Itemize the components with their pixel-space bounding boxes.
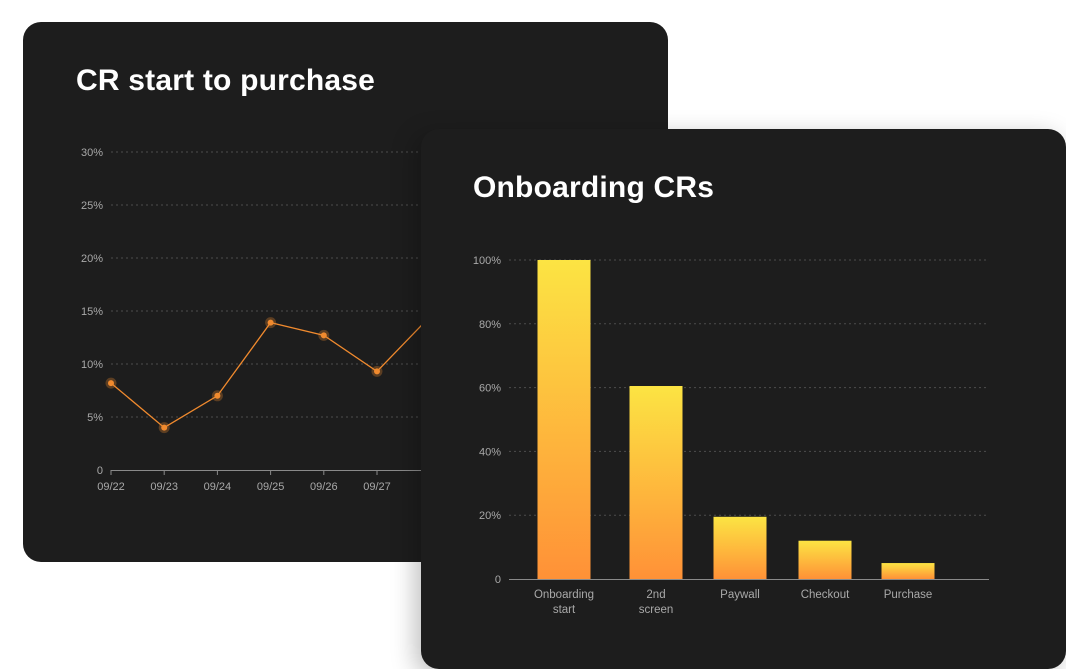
x-category-label-line: Onboarding (534, 589, 594, 601)
x-tick-label: 09/26 (310, 481, 338, 493)
line-chart-title: CR start to purchase (76, 64, 376, 97)
x-tick-label: 09/23 (150, 481, 178, 493)
x-category-label: Paywall (720, 589, 760, 601)
bar (798, 540, 852, 579)
y-tick-label: 20% (81, 253, 103, 265)
x-tick-label: 09/25 (257, 481, 285, 493)
bar (537, 260, 591, 579)
x-category-label: Onboarding start (534, 589, 594, 616)
x-category-label: Checkout (801, 589, 850, 601)
bar (629, 386, 683, 579)
bar (713, 516, 767, 579)
x-category-label: Purchase (884, 589, 933, 601)
y-tick-label: 10% (81, 359, 103, 371)
y-tick-label: 5% (87, 412, 103, 424)
y-tick-label: 80% (479, 319, 501, 331)
data-point (214, 392, 221, 399)
onboarding-crs-card: Onboarding CRs 0 20% 40% 60% 80% 100% Onboardi… (421, 129, 1066, 669)
y-tick-label: 15% (81, 306, 103, 318)
data-point (374, 368, 380, 375)
x-category-label-line: screen (639, 604, 674, 616)
y-tick-label: 0 (495, 574, 501, 586)
data-point (161, 424, 168, 431)
y-tick-label: 20% (479, 510, 501, 522)
y-tick-label: 40% (479, 446, 501, 458)
line-chart: 0 5% 10% 15% 20% 25% 30% 09/22 09/23 09/24 09/25 09… (81, 147, 668, 493)
x-tick-label: 09/24 (204, 481, 232, 493)
x-category-label-line: 2nd (646, 589, 665, 601)
y-tick-label: 30% (81, 147, 103, 159)
y-tick-label: 100% (473, 255, 501, 267)
x-category-label-line: start (553, 604, 576, 616)
x-category-label-line: Paywall (720, 589, 760, 601)
y-tick-label: 60% (479, 383, 501, 395)
bar (881, 563, 935, 579)
x-category-label-line: Checkout (801, 589, 850, 601)
x-category-label: 2nd screen (639, 589, 674, 616)
data-point (267, 319, 274, 326)
data-point (108, 380, 114, 387)
x-category-label-line: Purchase (884, 589, 933, 601)
x-tick-label: 09/22 (97, 481, 125, 493)
bar-chart-title: Onboarding CRs (473, 171, 715, 204)
bar-chart: 0 20% 40% 60% 80% 100% Onboarding start 2nd scree… (473, 255, 989, 616)
x-tick-label: 09/27 (363, 481, 391, 493)
y-tick-label: 25% (81, 200, 103, 212)
y-tick-label: 0 (97, 465, 103, 477)
data-point (320, 332, 327, 339)
